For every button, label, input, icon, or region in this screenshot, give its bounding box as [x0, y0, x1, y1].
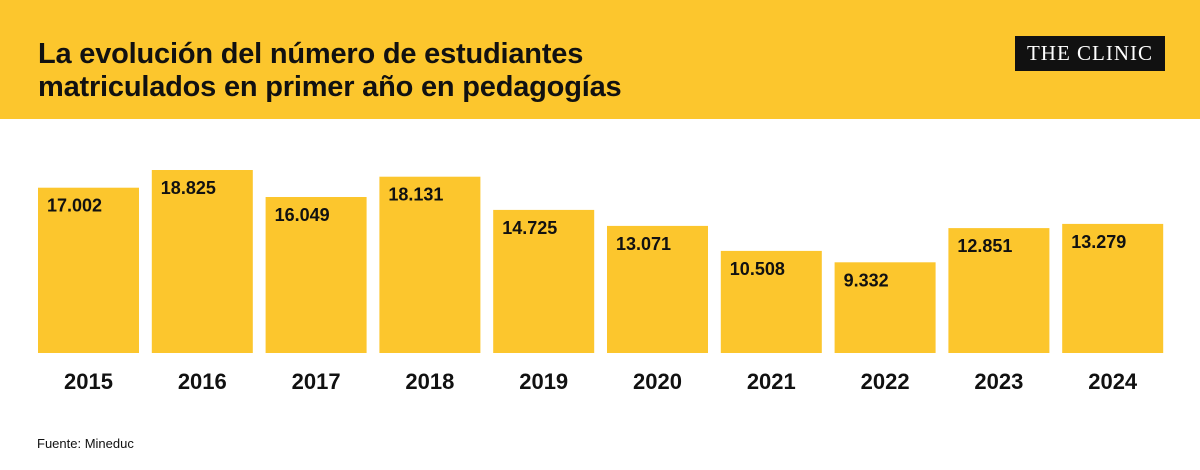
x-tick-label-2024: 2024 [1088, 369, 1138, 394]
x-tick-label-2015: 2015 [64, 369, 113, 394]
value-label-2017: 16.049 [275, 205, 330, 225]
x-tick-label-2021: 2021 [747, 369, 796, 394]
chart-title-line-1: La evolución del número de estudiantes [38, 38, 584, 70]
bar-2024 [1062, 223, 1164, 353]
source-note: Fuente: Mineduc [37, 436, 134, 451]
value-label-2021: 10.508 [730, 259, 785, 279]
bar-2023 [948, 228, 1050, 353]
chart-title: La evolución del número de estudiantes m… [38, 38, 838, 104]
bar-2018 [379, 176, 481, 353]
value-label-2024: 13.279 [1071, 232, 1126, 252]
value-label-2016: 18.825 [161, 178, 216, 198]
bar-2017 [265, 197, 367, 353]
x-tick-label-2020: 2020 [633, 369, 682, 394]
value-label-2022: 9.332 [844, 270, 889, 290]
x-tick-label-2017: 2017 [292, 369, 341, 394]
value-label-2015: 17.002 [47, 196, 102, 216]
chart-title-line-2: matriculados en primer año en pedagogías [38, 71, 622, 103]
x-tick-label-2019: 2019 [519, 369, 568, 394]
bar-chart: 17.002 2015 18.825 2016 16.049 2017 18.131 2018… [38, 170, 1164, 394]
x-tick-label-2022: 2022 [861, 369, 910, 394]
value-label-2018: 18.131 [388, 185, 443, 205]
value-label-2023: 12.851 [957, 236, 1012, 256]
bar-2015 [38, 187, 139, 353]
x-tick-label-2018: 2018 [405, 369, 454, 394]
x-tick-label-2016: 2016 [178, 369, 227, 394]
bar-2022 [834, 262, 936, 353]
bar-2019 [493, 209, 595, 353]
bar-2020 [607, 225, 708, 353]
the-clinic-logo: THE CLINIC [1015, 36, 1165, 71]
bar-2021 [720, 250, 822, 353]
x-tick-label-2023: 2023 [974, 369, 1023, 394]
value-label-2019: 14.725 [502, 218, 557, 238]
header-banner: La evolución del número de estudiantes m… [0, 0, 1200, 119]
value-label-2020: 13.071 [616, 234, 671, 254]
bar-2016 [151, 170, 253, 353]
